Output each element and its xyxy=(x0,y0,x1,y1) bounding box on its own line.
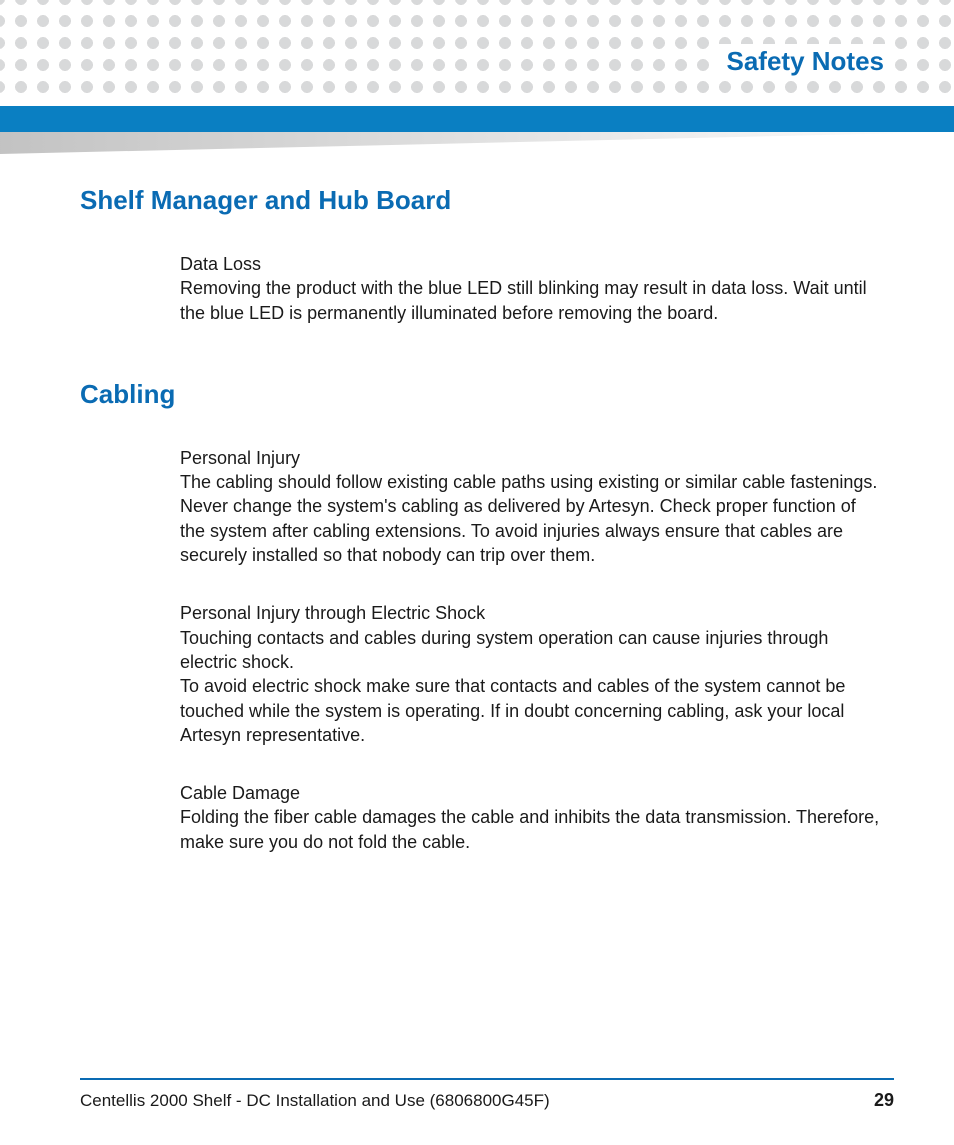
page-footer: Centellis 2000 Shelf - DC Installation a… xyxy=(80,1078,894,1111)
note-title: Personal Injury xyxy=(180,446,884,470)
note-body: The cabling should follow existing cable… xyxy=(180,470,884,567)
header-title: Safety Notes xyxy=(727,46,885,77)
note-body: Folding the fiber cable damages the cabl… xyxy=(180,805,884,854)
header-title-wrap: Safety Notes xyxy=(717,44,895,79)
section-heading-shelf-manager: Shelf Manager and Hub Board xyxy=(80,185,884,216)
header-shadow-wedge xyxy=(0,132,954,154)
page-content: Shelf Manager and Hub Board Data Loss Re… xyxy=(80,185,884,888)
section-heading-cabling: Cabling xyxy=(80,379,884,410)
note-body: Removing the product with the blue LED s… xyxy=(180,276,884,325)
note-data-loss: Data Loss Removing the product with the … xyxy=(180,252,884,325)
note-title: Cable Damage xyxy=(180,781,884,805)
note-electric-shock: Personal Injury through Electric Shock T… xyxy=(180,601,884,747)
header-blue-bar xyxy=(0,106,954,132)
note-title: Data Loss xyxy=(180,252,884,276)
note-cable-damage: Cable Damage Folding the fiber cable dam… xyxy=(180,781,884,854)
section-body-cabling: Personal Injury The cabling should follo… xyxy=(180,446,884,854)
footer-page-number: 29 xyxy=(874,1090,894,1111)
note-body: Touching contacts and cables during syst… xyxy=(180,626,884,747)
footer-doc-title: Centellis 2000 Shelf - DC Installation a… xyxy=(80,1091,550,1111)
note-personal-injury: Personal Injury The cabling should follo… xyxy=(180,446,884,567)
note-title: Personal Injury through Electric Shock xyxy=(180,601,884,625)
section-body-shelf-manager: Data Loss Removing the product with the … xyxy=(180,252,884,325)
